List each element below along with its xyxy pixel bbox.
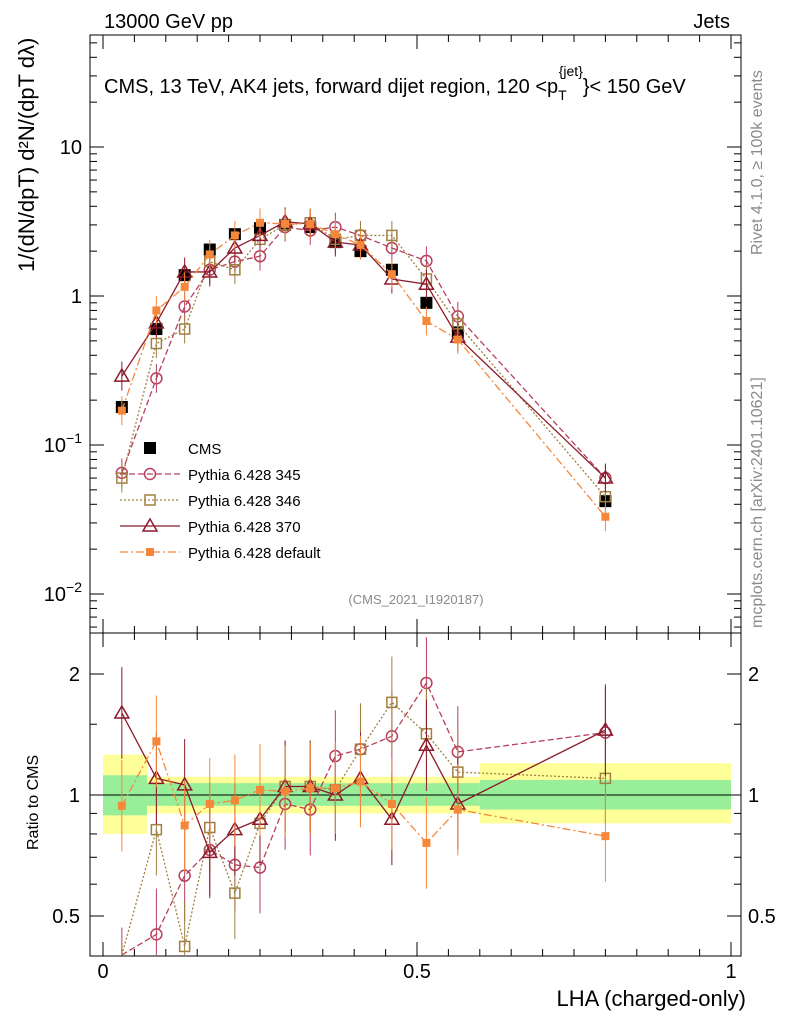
legend-label-p370: Pythia 6.428 370: [188, 519, 301, 536]
series-line-pdef: [121, 222, 606, 518]
point-pdef: [117, 406, 126, 415]
point-pdef: [387, 270, 396, 279]
legend-label-p346: Pythia 6.428 346: [188, 493, 301, 510]
point-p370: [148, 314, 165, 329]
ratio-point-p346: [150, 823, 163, 836]
ratio-point-pdef: [306, 784, 315, 793]
ratio-line-p346: [121, 701, 606, 956]
ratio-xtick-label: 1: [725, 961, 736, 983]
side-label-rivet: Rivet 4.1.0, ≥ 100k events: [749, 70, 766, 255]
ratio-point-p346: [386, 696, 398, 709]
point-p370: [251, 226, 269, 242]
ratio-point-pdef: [180, 821, 189, 830]
ratio-point-p370: [597, 721, 614, 736]
plot-title: CMS, 13 TeV, AK4 jets, forward dijet reg…: [104, 63, 686, 103]
legend-marker-cms: [144, 442, 156, 454]
point-pdef: [152, 306, 161, 315]
ratio-point-pdef: [356, 777, 365, 786]
header-left: 13000 GeV pp: [104, 11, 233, 33]
ratio-point-p345: [150, 928, 163, 941]
ratio-band-inner: [146, 783, 480, 806]
plot-title-sub: T: [558, 87, 567, 103]
point-p370: [418, 275, 435, 290]
ylabel-ratio: Ratio to CMS: [25, 755, 42, 850]
ratio-point-pdef: [331, 784, 340, 793]
plot-title-pre: CMS, 13 TeV, AK4 jets, forward dijet reg…: [104, 76, 558, 98]
ratio-point-pdef: [256, 785, 264, 794]
ratio-point-p370: [113, 704, 131, 719]
point-p370: [201, 263, 219, 278]
legend-label-pdef: Pythia 6.428 default: [188, 545, 321, 562]
ratio-point-p346: [229, 887, 241, 899]
header-right: Jets: [693, 11, 730, 33]
ratio-point-pdef: [117, 801, 126, 810]
point-p370: [226, 239, 244, 254]
main-ytick-label: 10−2: [44, 579, 82, 606]
ratio-layer: [90, 637, 741, 956]
point-pdef: [331, 230, 340, 239]
ratio-line-p370: [121, 712, 606, 854]
ratio-ytick-label: 2: [69, 664, 80, 686]
ratio-point-pdef: [387, 799, 396, 808]
ratio-ytick-label-right: 2: [748, 664, 759, 686]
legend-marker-p370: [141, 517, 159, 532]
ratio-point-p370: [418, 736, 435, 751]
point-p370: [597, 469, 614, 484]
point-pdef: [306, 219, 315, 228]
ratio-point-p370: [201, 843, 219, 859]
legend: CMS Pythia 6.428 345 Pythia 6.428 346 Pythi…: [120, 441, 321, 562]
ratio-point-pdef: [230, 796, 239, 805]
ratio-xtick-label: 0.5: [403, 961, 431, 983]
point-cms: [420, 296, 433, 309]
ratio-point-p346: [178, 940, 191, 953]
ratio-line-pdef: [121, 739, 606, 844]
main-ytick-label: 10: [60, 137, 82, 159]
ratio-point-pdef: [281, 787, 290, 796]
point-p346: [178, 323, 191, 335]
legend-label-cms: CMS: [188, 441, 221, 458]
plot-title-sup: {jet}: [559, 63, 583, 79]
point-pdef: [453, 335, 462, 344]
ratio-point-pdef: [422, 838, 431, 847]
point-pdef: [356, 240, 365, 249]
ylabel-main: 1/(dN/dpT) d²N/(dpT dλ): [14, 38, 39, 272]
ratio-ytick-label: 0.5: [52, 906, 80, 928]
series-line-p370: [121, 221, 606, 479]
point-pdef: [180, 282, 189, 291]
ratio-point-pdef: [205, 799, 214, 808]
ratio-point-pdef: [601, 832, 610, 841]
ratio-point-pdef: [453, 805, 462, 814]
point-p346: [229, 264, 241, 276]
legend-label-p345: Pythia 6.428 345: [188, 467, 301, 484]
analysis-tag: (CMS_2021_I1920187): [348, 592, 483, 607]
main-series-layer: [113, 207, 614, 532]
xlabel: LHA (charged-only): [556, 986, 746, 1011]
ratio-xtick-label: 0: [97, 961, 108, 983]
point-p346: [150, 337, 163, 350]
side-label-mcplots: mcplots.cern.ch [arXiv:2401.10621]: [749, 377, 766, 628]
point-pdef: [256, 218, 264, 227]
axes-layer: 10−2 10−1 1 10 0 0.5 1 0.5 0.5 1 1 2 2: [44, 35, 776, 983]
point-p346: [386, 229, 398, 242]
main-ytick-label: 10−1: [44, 430, 82, 457]
ratio-point-pdef: [152, 737, 161, 746]
main-ytick-label: 1: [71, 286, 82, 308]
point-pdef: [205, 250, 214, 259]
point-p346: [116, 472, 128, 484]
legend-marker-pdef: [146, 548, 154, 556]
legend-marker-p345: [143, 467, 157, 481]
ratio-ytick-label-right: 0.5: [748, 906, 776, 928]
point-pdef: [281, 219, 290, 228]
point-pdef: [230, 231, 239, 240]
point-pdef: [601, 512, 610, 521]
point-p345: [150, 372, 163, 385]
ratio-ytick-label: 1: [69, 785, 80, 807]
legend-marker-p346: [144, 494, 156, 506]
plot-title-post: }< 150 GeV: [583, 76, 687, 98]
point-pdef: [422, 316, 431, 325]
ratio-ytick-label-right: 1: [748, 785, 759, 807]
point-p370: [113, 367, 131, 382]
series-line-p346: [121, 222, 606, 498]
